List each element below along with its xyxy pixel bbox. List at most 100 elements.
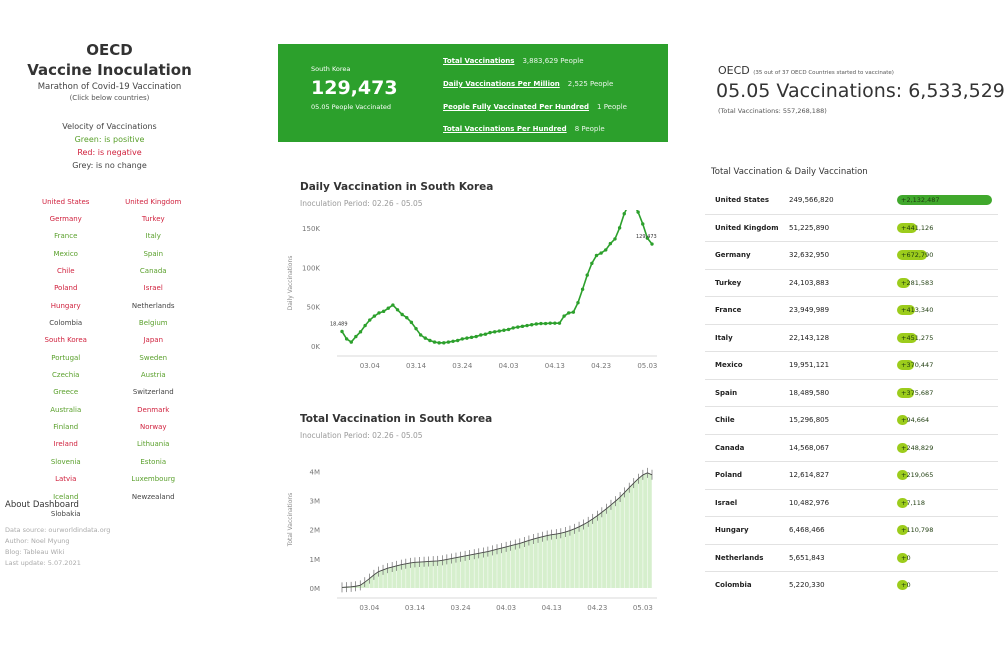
country-link[interactable]: Poland [54,284,78,293]
daily-data-point [534,322,539,326]
total-vaccinations: 5,651,843 [789,553,825,562]
table-row[interactable]: Chile 15,296,805 +94,664 [705,406,998,434]
daily-vaccination-chart[interactable]: Daily Vaccinations 0K 50K 100K 150K 03.04 03.1… [280,210,680,380]
total-vaccinations: 19,951,121 [789,361,830,370]
legend-red: Red: is negative [77,148,142,157]
country-link[interactable]: Switzerland [132,388,174,397]
table-row[interactable]: Mexico 19,951,121 +370,447 [705,351,998,379]
total-vaccinations: 23,949,989 [789,306,830,315]
country-link[interactable]: Hungary [50,301,81,310]
table-row[interactable]: Canada 14,568,067 +248,829 [705,433,998,462]
country-link[interactable]: Colombia [49,319,83,328]
table-row[interactable]: Netherlands 5,651,843 +0 [705,543,998,572]
banner-subtitle: 05.05 People Vaccinated [311,103,391,111]
table-row[interactable]: Israel 10,482,976 +7,118 [705,488,998,517]
daily-data-point [617,226,622,230]
daily-data-point [613,237,617,241]
country-link[interactable]: Finland [53,423,79,432]
country-link[interactable]: United States [42,197,90,206]
country-link[interactable]: Denmark [137,405,170,414]
country-link[interactable]: Israel [143,284,163,293]
country-link[interactable]: Austria [140,371,166,380]
legend-green: Green: is positive [74,135,145,144]
country-link[interactable]: Mexico [53,249,78,258]
table-row[interactable]: Hungary 6,468,466 +110,798 [705,516,998,544]
table-row[interactable]: Spain 18,489,580 +375,687 [705,378,998,407]
table-row[interactable]: United Kingdom 51,225,890 +441,126 [705,213,998,242]
stat-label[interactable]: People Fully Vaccinated Per Hundred [443,103,590,111]
daily-data-point [391,303,395,307]
country-link[interactable]: Chile [56,267,75,276]
daily-data-point [650,242,654,246]
country-link[interactable]: Slovenia [50,457,81,466]
country-link[interactable]: Slobakia [50,509,81,518]
end-data-label: 129,473 [636,234,657,240]
total-vaccinations: 15,296,805 [789,416,830,425]
stat-value: 3,883,629 People [522,57,584,65]
country-link[interactable]: Newzealand [131,492,175,501]
country-link[interactable]: Norway [139,423,167,432]
table-row[interactable]: Poland 12,614,827 +219,065 [705,461,998,489]
oecd-header: OECD (35 out of 37 OECD Countries starte… [718,64,894,77]
country-link[interactable]: Australia [50,405,82,414]
stat-label[interactable]: Daily Vaccinations Per Million [443,80,560,88]
country-link[interactable]: Portugal [51,353,81,362]
country-link[interactable]: Belgium [138,319,168,328]
country-link[interactable]: Spain [143,249,164,258]
table-row[interactable]: United States 249,566,820 +2,132,487 [705,186,998,214]
stat-value: 2,525 People [567,80,614,88]
country-row: Chile Canada [22,262,197,279]
country-name: Chile [715,416,735,425]
daily-bar-label: +441,126 [901,223,934,232]
daily-data-point [520,324,525,329]
country-link[interactable]: Canada [139,267,167,276]
daily-data-point [511,326,515,330]
country-name: Canada [715,443,745,452]
total-vaccinations: 18,489,580 [789,388,830,397]
country-link[interactable]: Lithuania [137,440,170,449]
daily-data-point [516,325,520,329]
country-link[interactable]: Luxembourg [131,475,176,484]
dashboard-meta: Data source: ourworldindata.org Author: … [5,525,110,569]
table-row[interactable]: France 23,949,989 +413,340 [705,296,998,324]
daily-data-point [497,329,502,333]
click-hint: (Click below countries) [69,94,150,102]
stat-label[interactable]: Total Vaccinations Per Hundred [443,125,567,133]
country-link[interactable]: Netherlands [131,301,175,310]
daily-data-point [571,310,576,314]
country-link[interactable]: Iceland [53,492,79,501]
x-tick-label: 05.03 [637,362,657,370]
table-row[interactable]: Germany 32,632,950 +672,790 [705,241,998,269]
country-link[interactable]: Italy [145,232,161,241]
country-link[interactable]: Sweden [139,353,168,362]
table-row[interactable]: Colombia 5,220,330 +0 [705,571,998,599]
country-link[interactable]: Estonia [140,457,167,466]
country-link[interactable]: United Kingdom [125,197,182,206]
country-link[interactable]: France [54,232,78,241]
country-name: Mexico [715,361,743,370]
table-row[interactable]: Turkey 24,103,883 +281,583 [705,268,998,297]
country-link[interactable]: Greece [53,388,79,397]
country-link[interactable]: Czechia [52,371,80,380]
daily-bar-cell: +219,065 [895,468,998,482]
country-link[interactable]: Japan [143,336,164,345]
meta-blog: Blog: Tableau Wiki [5,548,65,556]
left-panel: OECD Vaccine Inoculation Marathon of Cov… [22,40,197,518]
stat-label[interactable]: Total Vaccinations [443,57,515,65]
total-vaccination-chart[interactable]: Total Vaccinations 0M 1M 2M 3M 4M 03.04 03.14 03… [280,445,680,620]
banner-stat-fully-vaccinated: People Fully Vaccinated Per Hundred 1 Peo… [443,103,627,111]
daily-bar-label: +248,829 [901,443,934,452]
country-link[interactable]: South Korea [44,336,87,345]
table-row[interactable]: Italy 22,143,128 +451,275 [705,323,998,352]
daily-data-point [386,306,390,310]
dashboard-title-oecd: OECD [86,41,133,59]
daily-data-point [368,318,372,322]
country-link[interactable]: Ireland [53,440,78,449]
country-link[interactable]: Turkey [141,215,165,224]
country-link[interactable]: Germany [49,215,82,224]
country-link[interactable]: Latvia [55,475,77,484]
total-vaccinations: 51,225,890 [789,223,830,232]
about-dashboard-link[interactable]: About Dashboard [5,500,79,510]
banner-stat-total: Total Vaccinations 3,883,629 People [443,57,584,65]
oecd-daily-vaccinations: 05.05 Vaccinations: 6,533,529 [716,80,1005,102]
